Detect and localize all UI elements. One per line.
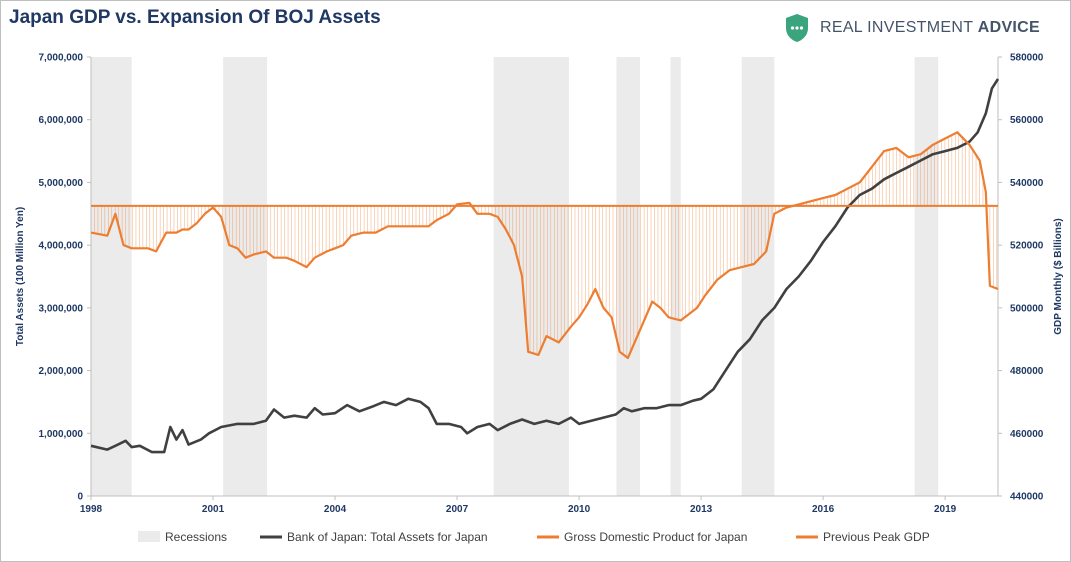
recession-band [914,57,939,496]
legend-item-peak-label: Previous Peak GDP [823,530,930,544]
y-left-tick-label: 4,000,000 [39,241,84,252]
x-tick-label: 1998 [80,504,103,515]
y-axis-right-label: GDP Monthly ($ Billions) [1053,218,1064,334]
x-tick-label: 2019 [934,504,957,515]
legend-item-recessions-label: Recessions [165,530,227,544]
y-left-tick-label: 5,000,000 [39,178,84,189]
y-right-tick-label: 480000 [1010,366,1044,377]
y-left-tick-label: 6,000,000 [39,115,84,126]
y-left-tick-label: 1,000,000 [39,429,84,440]
recession-band [616,57,641,496]
x-tick-label: 2016 [812,504,835,515]
y-right-tick-label: 540000 [1010,178,1044,189]
chart-title: Japan GDP vs. Expansion Of BOJ Assets [9,7,381,28]
recession-band [670,57,681,496]
y-left-tick-label: 7,000,000 [39,53,84,64]
x-tick-label: 2007 [446,504,469,515]
axes: 0 1,000,000 2,000,000 3,000,000 4,000,000 5,0… [39,53,1044,516]
y-right-tick-label: 460000 [1010,429,1044,440]
y-right-tick-label: 560000 [1010,115,1044,126]
y-right-tick-label: 440000 [1010,492,1044,503]
recession-band [741,57,775,496]
legend-item-recessions-swatch [138,531,160,542]
y-left-tick-label: 2,000,000 [39,366,84,377]
y-right-tick-label: 520000 [1010,241,1044,252]
x-tick-label: 2010 [568,504,591,515]
y-left-tick-label: 3,000,000 [39,303,84,314]
shield-icon [786,14,808,42]
brand-name-prefix: REAL INVESTMENT [820,19,973,36]
y-left-tick-label: 0 [77,492,83,503]
gdp-series-line [90,131,999,360]
brand-logo: REAL INVESTMENT ADVICE [784,13,1040,43]
brand-name-suffix: ADVICE [977,19,1040,36]
x-tick-label: 2013 [690,504,713,515]
legend-item-assets-label: Bank of Japan: Total Assets for Japan [287,530,488,544]
legend-item-gdp-label: Gross Domestic Product for Japan [564,530,747,544]
x-tick-label: 2001 [202,504,225,515]
legend: Recessions Bank of Japan: Total Assets fo… [138,530,930,544]
brand-name: REAL INVESTMENT ADVICE [820,19,1040,37]
recession-band [223,57,268,496]
x-tick-label: 2004 [324,504,347,515]
recession-band [91,57,132,496]
recession-bands [91,57,939,496]
series-lines [90,78,1000,454]
y-right-tick-label: 580000 [1010,53,1044,64]
y-right-tick-label: 500000 [1010,303,1044,314]
y-axis-left-label: Total Assets (100 Million Yen) [15,207,26,346]
